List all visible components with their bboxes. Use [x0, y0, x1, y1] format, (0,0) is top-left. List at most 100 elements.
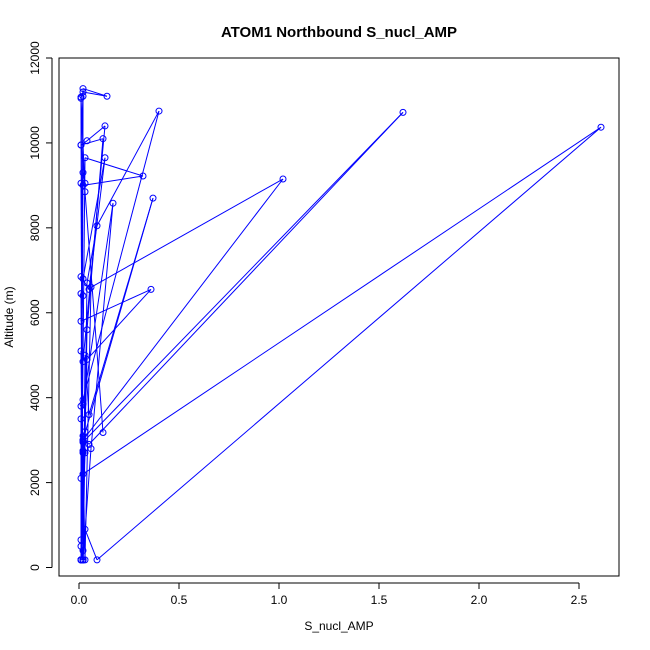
data-point — [77, 474, 85, 482]
series-line-segment — [80, 97, 84, 560]
series-line-segment — [82, 110, 160, 400]
data-point — [81, 525, 89, 533]
data-point — [79, 358, 87, 366]
data-point — [79, 292, 87, 300]
data-point — [83, 137, 91, 145]
data-point — [77, 556, 85, 564]
data-point — [85, 411, 93, 419]
data-point — [77, 347, 85, 355]
data-point — [81, 556, 89, 564]
series-line-segment — [82, 125, 106, 362]
data-point — [103, 92, 111, 100]
series-line-segment — [80, 140, 88, 146]
data-point — [93, 222, 101, 230]
series-line-segment — [82, 126, 602, 475]
data-point — [79, 436, 87, 444]
series-line-segment — [84, 355, 90, 415]
data-point — [81, 179, 89, 187]
data-point — [77, 402, 85, 410]
plot-frame — [58, 57, 620, 577]
x-tick-label: 1.0 — [271, 593, 288, 607]
series-line-segment — [82, 203, 114, 405]
series-line-segment — [80, 138, 104, 146]
data-point — [79, 400, 87, 408]
series-line-segment — [82, 111, 404, 443]
data-point — [79, 169, 87, 177]
data-point — [79, 470, 87, 478]
data-point — [77, 179, 85, 187]
data-point — [79, 556, 87, 564]
data-point — [79, 547, 87, 555]
series-line-segment — [82, 175, 144, 186]
series-line-segment — [84, 191, 104, 433]
data-point — [279, 175, 287, 183]
data-point — [81, 188, 89, 196]
data-point — [83, 355, 91, 363]
data-point — [77, 415, 85, 423]
data-point — [83, 326, 91, 334]
series-line-segment — [84, 157, 144, 177]
data-point — [85, 285, 93, 293]
data-point — [597, 123, 605, 131]
data-point — [81, 449, 89, 457]
data-point — [81, 154, 89, 162]
y-tick-label: 10000 — [28, 126, 42, 160]
data-point — [79, 181, 87, 189]
y-tick-label: 2000 — [28, 469, 42, 496]
y-axis: 0 2000 4000 6000 8000 10000 12000 — [28, 41, 53, 571]
data-point — [99, 428, 107, 436]
x-tick-label: 1.5 — [371, 593, 388, 607]
series-line-segment — [80, 97, 86, 192]
data-point — [101, 122, 109, 130]
series-line-segment — [86, 289, 152, 360]
y-tick-label: 8000 — [28, 214, 42, 241]
x-axis-label: S_nucl_AMP — [304, 619, 373, 633]
data-point — [87, 283, 95, 291]
data-point — [81, 428, 89, 436]
data-point — [79, 447, 87, 455]
data-point — [79, 396, 87, 404]
data-point — [77, 273, 85, 281]
series-points — [77, 85, 605, 564]
chart-title: ATOM1 Northbound S_nucl_AMP — [221, 24, 457, 41]
series-line-segment — [86, 125, 106, 142]
data-point — [77, 317, 85, 325]
x-tick-label: 0.5 — [171, 593, 188, 607]
data-point — [399, 108, 407, 116]
x-tick-label: 2.5 — [571, 593, 588, 607]
series-line-segment — [80, 288, 152, 322]
data-point — [99, 135, 107, 143]
data-point — [79, 85, 87, 93]
series-line-segment — [88, 112, 404, 445]
series-line-segment — [96, 126, 602, 561]
data-point — [77, 290, 85, 298]
data-point — [79, 438, 87, 446]
x-tick-label: 2.0 — [471, 593, 488, 607]
data-point — [149, 194, 157, 202]
data-point — [109, 199, 117, 207]
data-point — [83, 279, 91, 287]
data-point — [77, 93, 85, 101]
data-point — [147, 285, 155, 293]
data-point — [77, 536, 85, 544]
series-lines — [80, 88, 602, 561]
data-point — [79, 275, 87, 283]
data-point — [87, 445, 95, 453]
y-axis-label: Altitude (m) — [2, 286, 16, 347]
data-point — [77, 141, 85, 149]
series-line-segment — [82, 178, 284, 441]
series-line-segment — [90, 178, 284, 288]
data-point — [93, 556, 101, 564]
series-line-segment — [84, 529, 98, 561]
y-tick-label: 0 — [28, 564, 42, 571]
series-line-segment — [82, 157, 106, 279]
series-line-segment — [82, 88, 108, 97]
data-point — [81, 351, 89, 359]
x-tick-label: 0.0 — [71, 593, 88, 607]
data-point — [101, 154, 109, 162]
data-point — [79, 449, 87, 457]
data-point — [139, 172, 147, 180]
series-line-segment — [82, 197, 154, 441]
